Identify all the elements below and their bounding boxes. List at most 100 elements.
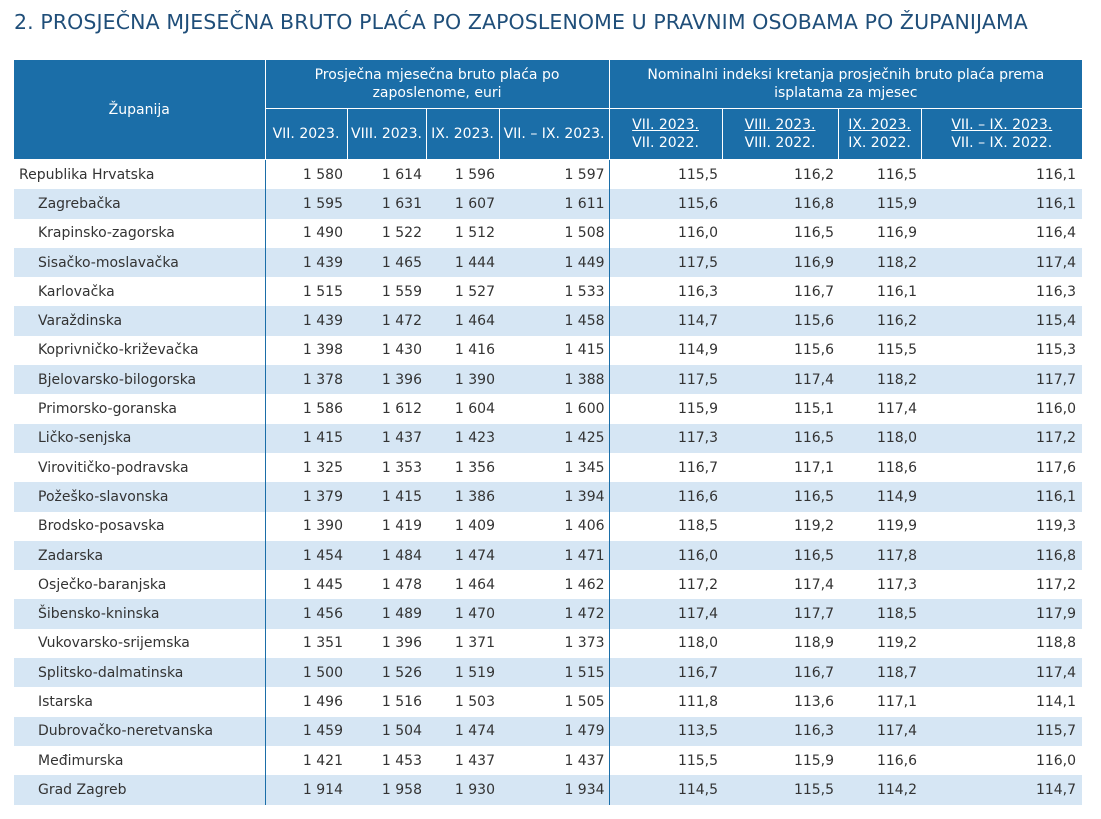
county-name: Koprivničko-križevačka [14, 335, 266, 366]
county-name: Požeško-slavonska [14, 482, 266, 512]
index-cell: 117,4 [609, 599, 723, 629]
county-name: Dubrovačko-neretvanska [14, 716, 266, 746]
index-cell: 117,7 [921, 365, 1083, 395]
index-cell: 116,1 [921, 189, 1083, 219]
index-numerator: IX. 2023. [848, 117, 911, 133]
wage-cell: 1 580 [265, 159, 347, 190]
index-cell: 117,7 [722, 599, 839, 629]
wage-cell: 1 533 [499, 277, 610, 307]
index-cell: 118,2 [838, 365, 922, 395]
wage-cell: 1 515 [265, 277, 347, 307]
wage-cell: 1 437 [499, 745, 610, 776]
wage-cell: 1 444 [426, 247, 499, 278]
table-row: Bjelovarsko-bilogorska 1 378 1 396 1 390 1 3… [14, 365, 1083, 395]
table-row: Brodsko-posavska 1 390 1 419 1 409 1 406 118,… [14, 511, 1083, 541]
wage-cell: 1 462 [499, 570, 610, 600]
index-cell: 115,1 [722, 394, 839, 424]
index-cell: 116,7 [722, 277, 839, 307]
index-cell: 117,4 [722, 365, 839, 395]
index-cell: 117,4 [921, 247, 1083, 278]
table-row: Primorsko-goranska 1 586 1 612 1 604 1 600 11… [14, 394, 1083, 424]
index-cell: 119,2 [722, 511, 839, 541]
index-cell: 114,7 [921, 775, 1083, 805]
county-name: Međimurska [14, 745, 266, 776]
wage-cell: 1 356 [426, 452, 499, 483]
index-cell: 117,8 [838, 540, 922, 571]
index-cell: 115,6 [722, 335, 839, 366]
wage-group-header: Prosječna mjesečna bruto plaća po zaposl… [264, 59, 610, 109]
index-cell: 116,6 [838, 745, 922, 776]
table-row: Koprivničko-križevačka 1 398 1 430 1 416 1 4… [14, 335, 1083, 366]
county-name: Sisačko-moslavačka [14, 247, 266, 278]
table-row: Krapinsko-zagorska 1 490 1 522 1 512 1 508 11… [14, 218, 1083, 248]
wage-cell: 1 489 [347, 599, 426, 629]
index-cell: 111,8 [609, 687, 723, 717]
county-name: Brodsko-posavska [14, 511, 266, 541]
index-cell: 116,3 [609, 277, 723, 307]
wage-cell: 1 459 [265, 716, 347, 746]
wage-cell: 1 596 [426, 159, 499, 190]
index-cell: 116,4 [921, 218, 1083, 248]
index-column-header: VIII. 2023. VIII. 2022. [721, 108, 839, 160]
index-cell: 117,4 [838, 716, 922, 746]
wage-cell: 1 503 [426, 687, 499, 717]
index-cell: 115,5 [609, 745, 723, 776]
wage-cell: 1 394 [499, 482, 610, 512]
table-row: Varaždinska 1 439 1 472 1 464 1 458 114,7 115,… [14, 306, 1083, 336]
wage-cell: 1 373 [499, 628, 610, 659]
wage-cell: 1 445 [265, 570, 347, 600]
table-row: Virovitičko-podravska 1 325 1 353 1 356 1 34… [14, 452, 1083, 483]
county-name: Karlovačka [14, 277, 266, 307]
index-cell: 116,3 [722, 716, 839, 746]
index-cell: 116,7 [609, 658, 723, 688]
index-column-header: VII. 2023. VII. 2022. [608, 108, 723, 160]
index-cell: 115,5 [722, 775, 839, 805]
wage-cell: 1 416 [426, 335, 499, 366]
index-cell: 114,2 [838, 775, 922, 805]
index-cell: 117,3 [838, 570, 922, 600]
index-cell: 117,5 [609, 247, 723, 278]
county-name: Grad Zagreb [14, 775, 266, 805]
page-title: 2. PROSJEČNA MJESEČNA BRUTO PLAĆA PO ZAP… [14, 10, 1028, 34]
wage-cell: 1 478 [347, 570, 426, 600]
wage-cell: 1 612 [347, 394, 426, 424]
index-cell: 116,8 [921, 540, 1083, 571]
wage-cell: 1 526 [347, 658, 426, 688]
wage-cell: 1 437 [426, 745, 499, 776]
wage-cell: 1 470 [426, 599, 499, 629]
index-cell: 118,8 [921, 628, 1083, 659]
wage-cell: 1 409 [426, 511, 499, 541]
index-cell: 116,8 [722, 189, 839, 219]
table-body: Republika Hrvatska 1 580 1 614 1 596 1 597 11… [14, 159, 1083, 805]
wage-cell: 1 423 [426, 423, 499, 453]
wage-cell: 1 490 [265, 218, 347, 248]
county-name: Istarska [14, 687, 266, 717]
table-row: Splitsko-dalmatinska 1 500 1 526 1 519 1 515… [14, 658, 1083, 688]
wage-cell: 1 600 [499, 394, 610, 424]
index-cell: 116,0 [609, 540, 723, 571]
table-row: Zadarska 1 454 1 484 1 474 1 471 116,0 116,5 11… [14, 540, 1083, 571]
wage-cell: 1 484 [347, 540, 426, 571]
index-cell: 116,1 [921, 482, 1083, 512]
index-cell: 114,1 [921, 687, 1083, 717]
index-cell: 116,0 [921, 745, 1083, 776]
index-denominator: IX. 2022. [848, 135, 911, 151]
wage-cell: 1 500 [265, 658, 347, 688]
wage-cell: 1 345 [499, 452, 610, 483]
wage-cell: 1 458 [499, 306, 610, 336]
wage-cell: 1 388 [499, 365, 610, 395]
wage-cell: 1 453 [347, 745, 426, 776]
wage-cell: 1 611 [499, 189, 610, 219]
table-row: Ličko-senjska 1 415 1 437 1 423 1 425 117,3 11… [14, 423, 1083, 453]
index-cell: 116,0 [921, 394, 1083, 424]
index-column-header: IX. 2023. IX. 2022. [837, 108, 922, 160]
index-cell: 119,3 [921, 511, 1083, 541]
index-cell: 117,3 [609, 423, 723, 453]
table-row: Međimurska 1 421 1 453 1 437 1 437 115,5 115,9… [14, 745, 1083, 776]
index-cell: 118,2 [838, 247, 922, 278]
index-group-header: Nominalni indeksi kretanja prosječnih br… [608, 59, 1083, 109]
table-row: Dubrovačko-neretvanska 1 459 1 504 1 474 1 4… [14, 716, 1083, 746]
index-cell: 118,7 [838, 658, 922, 688]
wage-cell: 1 390 [426, 365, 499, 395]
table-row: Istarska 1 496 1 516 1 503 1 505 111,8 113,6 11… [14, 687, 1083, 717]
